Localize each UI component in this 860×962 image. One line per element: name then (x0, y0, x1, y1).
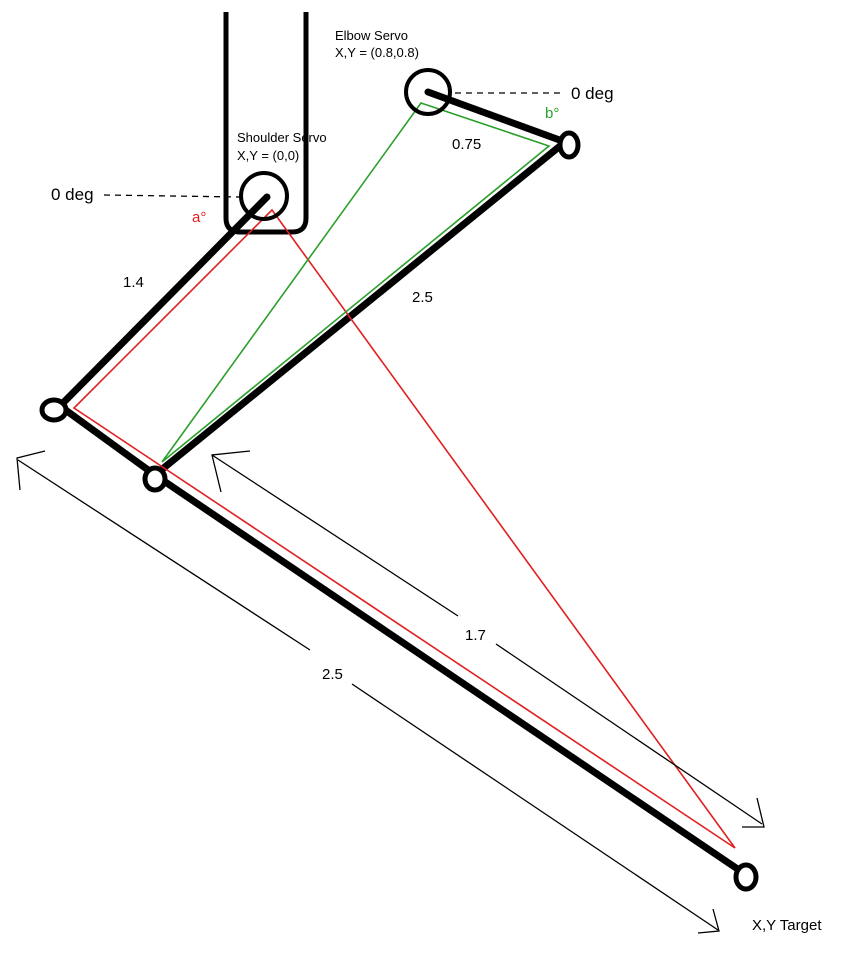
upper-arm-link (56, 193, 271, 410)
dimension-line-1-7-b (495, 643, 763, 825)
length-1-7-label: 1.7 (465, 627, 486, 644)
length-1-4-label: 1.4 (123, 274, 144, 291)
elbow-joint (39, 397, 69, 423)
target-joint (733, 862, 759, 892)
elbow-zero-deg-label: 0 deg (571, 84, 614, 103)
shoulder-zero-deg-label: 0 deg (51, 185, 94, 204)
elbow-servo-title: Elbow Servo (335, 28, 408, 43)
arrowhead-1-7-end (742, 797, 765, 828)
servo-mount-bracket (223, 12, 309, 235)
target-label: X,Y Target (752, 917, 822, 934)
wrist-joint (142, 465, 168, 493)
red-triangle (72, 208, 736, 849)
arrowhead-2-5-start (16, 450, 46, 491)
linkage-arms (56, 88, 746, 876)
arrowhead-2-5-end (697, 908, 720, 934)
crank-joint (557, 130, 581, 160)
shoulder-servo-circle (239, 171, 289, 221)
elbow-servo-xy: X,Y = (0.8,0.8) (335, 45, 419, 60)
elbow-servo-circle (404, 68, 452, 116)
dimension-line-2-5-b (351, 683, 719, 931)
elbow-crank-link (424, 88, 569, 146)
length-0-75-label: 0.75 (452, 136, 481, 153)
length-2-5-lower-label: 2.5 (322, 666, 343, 683)
shoulder-servo-xy: X,Y = (0,0) (237, 148, 299, 163)
dimension-line-1-7-a (211, 454, 459, 617)
forearm-link (151, 471, 746, 876)
dimension-line-2-5-a (17, 459, 311, 651)
lower-link (56, 402, 159, 479)
pushrod-link (151, 138, 569, 479)
angle-a-label: a° (192, 209, 206, 226)
arrowhead-1-7-start (211, 450, 251, 493)
dimension-arrow-2-5 (16, 450, 720, 934)
shoulder-zero-reference-line (103, 194, 241, 198)
length-2-5-upper-label: 2.5 (412, 289, 433, 306)
dimension-arrow-1-7 (211, 450, 765, 828)
green-triangle (161, 102, 551, 463)
angle-b-label: b° (545, 105, 559, 122)
shoulder-servo-title: Shoulder Servo (237, 130, 327, 145)
